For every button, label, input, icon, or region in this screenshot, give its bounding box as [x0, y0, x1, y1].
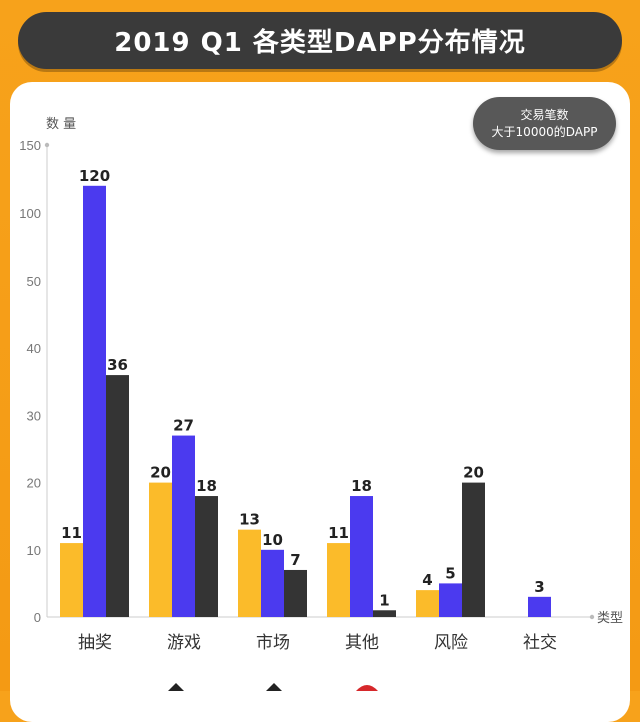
title-banner: 2019 Q1 各类型DAPP分布情况: [18, 12, 622, 69]
bar: [172, 435, 195, 617]
bar-value-label: 1: [379, 591, 389, 609]
y-axis-end-dot: [44, 142, 50, 148]
caret-icon: [168, 683, 184, 691]
y-tick-label: 20: [27, 476, 41, 491]
bar: [195, 496, 218, 617]
x-tick-label: 风险: [434, 633, 468, 653]
badge-line-2: 大于10000的DAPP: [491, 124, 598, 139]
logo-icon: [356, 685, 378, 691]
x-tick-label: 市场: [256, 633, 290, 653]
bar-value-label: 13: [239, 511, 260, 529]
bar: [350, 496, 373, 617]
bar: [373, 610, 396, 617]
filter-badge: 交易笔数 大于10000的DAPP: [473, 97, 616, 150]
bar-value-label: 3: [534, 578, 544, 596]
bar-value-label: 20: [150, 464, 171, 482]
x-axis-end-dot: [589, 614, 595, 620]
bar-value-label: 18: [351, 477, 372, 495]
bar-value-label: 27: [173, 417, 194, 435]
bar: [416, 590, 439, 617]
bar-value-label: 36: [107, 356, 128, 374]
bar-chart: 数 量类型01020304050100150112013114120271018…: [19, 117, 623, 653]
y-tick-label: 50: [27, 274, 41, 289]
y-tick-label: 10: [27, 543, 41, 558]
bar: [327, 543, 350, 617]
x-tick-label: 游戏: [167, 633, 201, 653]
y-tick-label: 30: [27, 408, 41, 423]
bar-value-label: 11: [328, 524, 349, 542]
bar: [261, 549, 284, 617]
x-tick-label: 抽奖: [78, 633, 112, 653]
bar: [60, 543, 83, 617]
y-axis-label: 数 量: [46, 117, 76, 132]
bar-value-label: 11: [61, 524, 82, 542]
bar: [528, 596, 551, 617]
bar: [439, 583, 462, 617]
bar: [238, 529, 261, 617]
y-tick-label: 40: [27, 341, 41, 356]
bar-value-label: 120: [79, 167, 110, 185]
y-tick-label: 0: [34, 610, 41, 625]
bar-value-label: 5: [445, 564, 455, 582]
bar-value-label: 7: [290, 551, 300, 569]
bar-value-label: 10: [262, 531, 283, 549]
y-tick-label: 150: [19, 138, 41, 153]
y-tick-label: 100: [19, 206, 41, 221]
bar-value-label: 20: [463, 464, 484, 482]
bar: [149, 482, 172, 617]
bar: [83, 185, 106, 618]
x-axis-label: 类型: [597, 611, 623, 626]
bar: [462, 482, 485, 617]
x-tick-label: 其他: [345, 633, 379, 653]
badge-line-1: 交易笔数: [520, 107, 569, 122]
bar: [106, 375, 129, 617]
bar-value-label: 18: [196, 477, 217, 495]
bar-value-label: 4: [422, 571, 432, 589]
bar: [284, 569, 307, 617]
page-title: 2019 Q1 各类型DAPP分布情况: [114, 28, 526, 58]
caret-icon: [266, 683, 282, 691]
x-tick-label: 社交: [523, 633, 557, 653]
